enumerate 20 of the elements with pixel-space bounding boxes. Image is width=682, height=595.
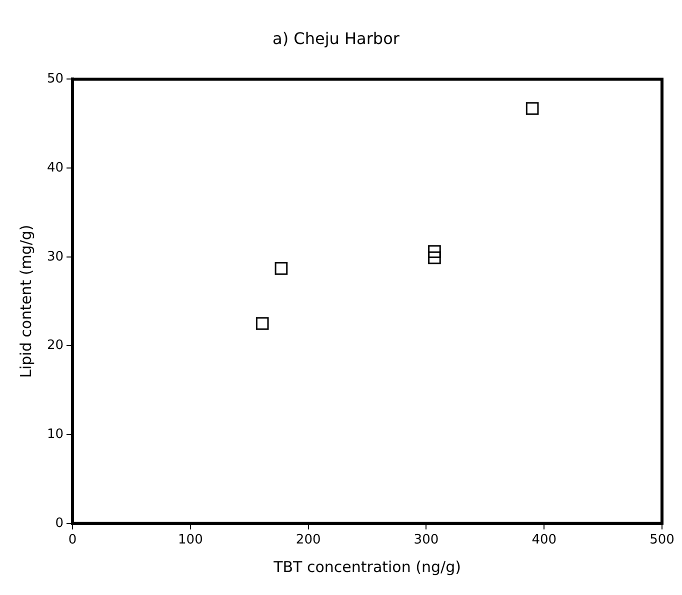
x-tick-label: 200 xyxy=(296,532,321,548)
y-tick-label: 30 xyxy=(46,249,64,264)
x-axis-title: TBT concentration (ng/g) xyxy=(272,558,461,576)
point xyxy=(274,262,288,275)
y-axis-title: Lipid content (mg/g) xyxy=(16,224,35,378)
point xyxy=(428,251,441,264)
y-tick-label: 50 xyxy=(46,72,64,87)
x-tick-label: 400 xyxy=(532,532,557,548)
chart-title: a) Cheju Harbor xyxy=(272,28,400,48)
x-tick-label: 100 xyxy=(178,532,203,548)
x-tick-label: 300 xyxy=(414,532,439,548)
x-tick-label: 500 xyxy=(650,532,674,548)
y-tick-label: 20 xyxy=(46,338,64,354)
point xyxy=(256,317,269,330)
y-tick-label: 0 xyxy=(55,516,64,531)
y-tick-label: 40 xyxy=(46,160,64,176)
point xyxy=(428,245,441,258)
x-tick-label: 0 xyxy=(68,532,77,548)
y-tick-label: 10 xyxy=(46,426,64,442)
point xyxy=(526,102,539,115)
